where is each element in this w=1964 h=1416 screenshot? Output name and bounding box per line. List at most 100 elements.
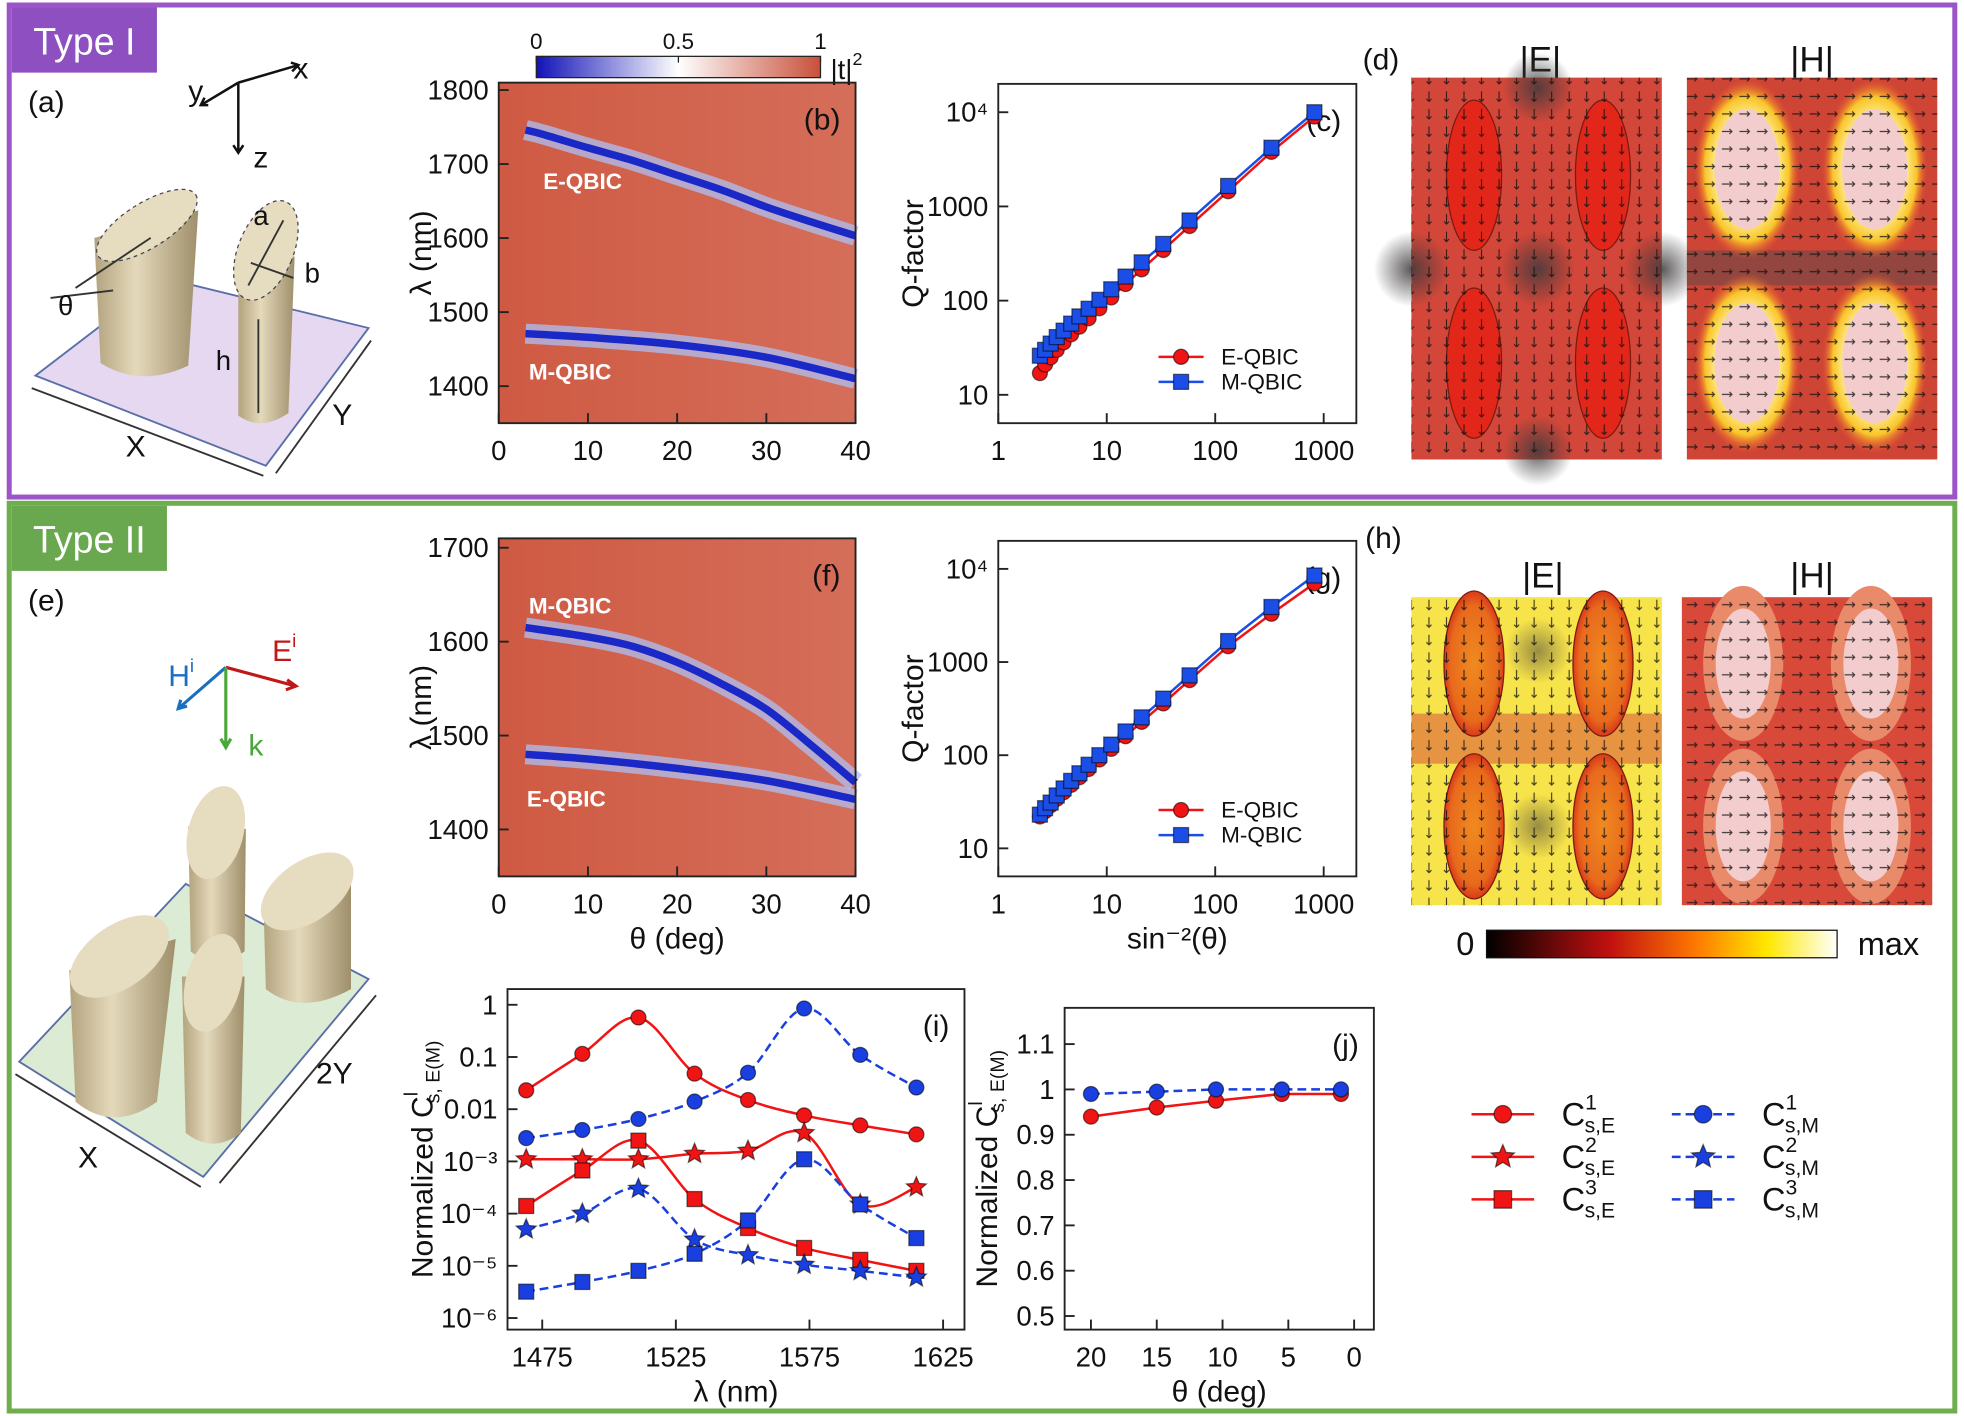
x-tick-label: 1475 — [512, 1342, 573, 1373]
marker — [574, 1162, 591, 1179]
marker — [630, 1110, 647, 1128]
y-tick-label: 0.6 — [1016, 1255, 1054, 1286]
legend-label-part: C — [1762, 1139, 1786, 1175]
field-label: Hi — [168, 655, 194, 693]
colorbar-label-part: |t| — [831, 53, 853, 84]
panel-label: (j) — [1332, 1029, 1359, 1062]
x-tick-label: 100 — [1192, 888, 1238, 919]
marker — [1181, 212, 1198, 229]
x-axis-label: θ (deg) — [630, 922, 725, 955]
marker — [1489, 1142, 1517, 1169]
x-tick-label: 10 — [1091, 888, 1122, 919]
substrate — [33, 276, 371, 467]
marker — [570, 1201, 594, 1224]
marker — [792, 1252, 816, 1275]
y-axis-label: λ (nm) — [405, 665, 438, 750]
legend-label-part: C — [1762, 1181, 1786, 1217]
legend-label-part: 3 — [1786, 1176, 1798, 1199]
dimension-label: 2Y — [316, 1058, 353, 1091]
marker — [683, 1141, 707, 1164]
y-tick-label: 0.7 — [1016, 1210, 1054, 1241]
marker — [1181, 667, 1198, 684]
marker — [736, 1138, 760, 1161]
x-tick-label: 30 — [751, 435, 782, 466]
dimension-lines — [14, 994, 377, 1188]
colorbar-tick-label: 0 — [530, 29, 543, 54]
field-label-part: H — [168, 660, 190, 693]
y-tick-label: 0.01 — [444, 1094, 498, 1125]
panel-label: (h) — [1365, 522, 1402, 555]
y-tick-label: 1 — [482, 989, 497, 1020]
y-tick-label: 1500 — [427, 297, 488, 328]
dimension-label: a — [253, 200, 269, 231]
marker — [908, 1229, 925, 1247]
marker — [1172, 373, 1190, 390]
colorbar-label-part: 2 — [852, 49, 862, 69]
x-tick-label: 15 — [1141, 1342, 1172, 1373]
marker — [852, 1196, 869, 1213]
x-axis-label: λ (nm) — [693, 1376, 778, 1409]
k-arrow — [219, 667, 233, 751]
y-axis-label-part: s, E(M) — [987, 1050, 1009, 1113]
y-tick-label: 1400 — [427, 814, 488, 845]
y-tick-label: 1800 — [427, 75, 488, 106]
marker — [1306, 567, 1323, 584]
y-tick-label: 100 — [942, 285, 988, 316]
legend-label: C1 s,E — [1562, 1091, 1615, 1137]
marker — [574, 1273, 591, 1291]
x-tick-label: 10 — [573, 888, 604, 919]
y-tick-label: 1000 — [927, 647, 988, 678]
x-tick-label: 20 — [662, 888, 693, 919]
marker — [574, 1121, 591, 1139]
legend-label-part: s,M — [1785, 1114, 1819, 1137]
legend-label-part: C — [1762, 1096, 1786, 1132]
marker — [686, 1093, 703, 1110]
dimension-label: X — [126, 430, 146, 463]
marker — [904, 1175, 928, 1198]
panel-label: (e) — [28, 584, 65, 617]
x-tick-label: 0 — [491, 435, 506, 466]
resonance-band — [525, 329, 857, 383]
y-axis-label-part: Q-factor — [897, 654, 930, 762]
y-tick-label: 100 — [942, 740, 988, 771]
marker — [1172, 348, 1190, 365]
field-map-title: |H| — [1790, 556, 1834, 595]
marker — [1693, 1104, 1713, 1124]
pillars — [69, 786, 354, 1144]
marker — [518, 1129, 535, 1147]
marker — [792, 1120, 816, 1143]
marker — [686, 1190, 703, 1208]
marker — [626, 1147, 650, 1170]
series-line — [525, 1016, 917, 1136]
panel-label: (b) — [804, 104, 841, 137]
marker — [736, 1243, 760, 1265]
y-tick-label: 1 — [1039, 1074, 1054, 1105]
pillar-top — [96, 188, 198, 262]
marker — [739, 1091, 757, 1109]
marker — [514, 1147, 538, 1170]
dimension-label: h — [216, 345, 231, 376]
marker — [1133, 709, 1150, 726]
y-tick-label: 1400 — [427, 371, 488, 402]
heatmap-shading — [498, 538, 856, 877]
marker — [1103, 281, 1120, 298]
marker — [739, 1212, 757, 1229]
legend-label: C2 s,E — [1562, 1134, 1615, 1180]
legend-label-part: C — [1562, 1139, 1586, 1175]
y-axis-label: λ (nm) — [405, 210, 438, 295]
x-tick-label: 30 — [751, 888, 782, 919]
marker — [852, 1117, 869, 1134]
field-colorbar — [1485, 929, 1838, 959]
axes-icon — [198, 61, 301, 155]
marker — [1689, 1142, 1717, 1169]
marker — [1117, 723, 1134, 740]
resonance-band — [524, 126, 857, 240]
marker — [1172, 826, 1190, 844]
x-tick-label: 10 — [573, 435, 604, 466]
x-tick-label: 0 — [1346, 1342, 1361, 1373]
marker — [518, 1197, 535, 1215]
y-tick-label: 1600 — [427, 223, 488, 254]
legend-label-part: s,M — [1785, 1157, 1819, 1180]
resonance-band — [525, 750, 857, 804]
